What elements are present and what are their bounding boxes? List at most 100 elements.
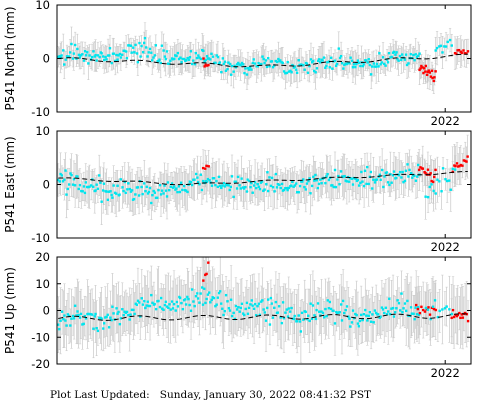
data-point-cyan — [351, 309, 355, 312]
data-point-red — [423, 67, 426, 70]
data-point-cyan — [252, 307, 256, 310]
data-point-cyan — [95, 326, 98, 330]
data-point-cyan — [70, 317, 73, 320]
data-point-cyan — [162, 192, 165, 195]
data-point-cyan — [333, 168, 337, 172]
data-point-cyan — [440, 190, 443, 193]
data-point-cyan — [140, 185, 143, 189]
data-point-red — [466, 50, 470, 53]
data-point-cyan — [143, 36, 147, 40]
data-point-cyan — [229, 298, 233, 301]
data-point-cyan — [448, 308, 451, 311]
data-point-cyan — [229, 73, 233, 76]
data-point-cyan — [311, 304, 315, 307]
data-point-cyan — [325, 64, 328, 68]
data-point-red — [454, 164, 457, 168]
data-point-cyan — [286, 60, 289, 64]
data-point-cyan — [164, 57, 167, 61]
data-point-cyan — [147, 304, 150, 308]
data-point-cyan — [345, 180, 349, 183]
data-point-cyan — [114, 59, 117, 63]
data-point-cyan — [291, 63, 294, 67]
data-point-cyan — [67, 314, 71, 318]
data-point-cyan — [366, 319, 369, 322]
x-tick-label: 2022 — [431, 114, 460, 128]
data-point-cyan — [64, 169, 67, 172]
data-point-cyan — [329, 307, 333, 311]
data-point-cyan — [290, 71, 293, 74]
data-point-cyan — [365, 165, 369, 169]
data-point-cyan — [214, 61, 217, 65]
data-point-cyan — [206, 293, 210, 296]
data-point-cyan — [189, 50, 193, 53]
data-point-cyan — [351, 66, 355, 69]
data-point-cyan — [127, 182, 130, 185]
data-point-cyan — [341, 299, 345, 303]
data-point-cyan — [147, 190, 151, 194]
data-point-cyan — [245, 301, 249, 305]
data-point-cyan — [379, 178, 382, 182]
data-point-cyan — [405, 63, 409, 67]
data-point-cyan — [345, 62, 348, 66]
data-point-cyan — [326, 299, 329, 302]
data-point-cyan — [386, 61, 390, 64]
data-point-cyan — [82, 322, 85, 326]
data-point-cyan — [140, 44, 143, 48]
data-point-cyan — [186, 295, 189, 299]
data-point-cyan — [160, 189, 164, 192]
data-point-cyan — [238, 184, 241, 187]
data-point-cyan — [396, 299, 399, 302]
data-point-cyan — [162, 308, 165, 312]
data-point-cyan — [228, 309, 232, 312]
data-point-cyan — [306, 317, 309, 321]
data-point-cyan — [312, 59, 315, 63]
data-point-cyan — [250, 181, 253, 185]
data-point-cyan — [145, 185, 148, 188]
data-point-cyan — [77, 53, 81, 57]
data-point-cyan — [176, 51, 180, 55]
data-point-cyan — [332, 185, 336, 189]
data-point-red — [458, 164, 461, 168]
data-point-cyan — [168, 62, 171, 66]
data-point-cyan — [227, 61, 230, 64]
data-point-cyan — [361, 318, 364, 322]
data-point-cyan — [443, 45, 446, 48]
data-point-cyan — [246, 67, 250, 70]
data-point-cyan — [274, 172, 278, 176]
data-point-cyan — [87, 312, 90, 316]
data-point-cyan — [112, 312, 115, 315]
data-point-cyan — [372, 321, 375, 324]
data-point-cyan — [370, 65, 374, 68]
data-point-cyan — [227, 307, 231, 310]
data-point-cyan — [177, 185, 181, 188]
data-point-cyan — [408, 168, 411, 172]
data-point-cyan — [254, 314, 258, 317]
data-point-cyan — [319, 61, 322, 64]
data-point-red — [202, 279, 205, 282]
data-point-cyan — [321, 311, 325, 315]
y-tick-label: 10 — [35, 124, 50, 138]
data-point-red — [207, 63, 210, 67]
data-point-cyan — [399, 309, 402, 312]
data-point-cyan — [109, 190, 112, 193]
data-point-cyan — [413, 317, 416, 321]
data-point-cyan — [244, 307, 247, 311]
data-point-red — [430, 69, 434, 72]
data-point-cyan — [270, 302, 273, 305]
data-point-cyan — [325, 314, 328, 318]
data-point-cyan — [381, 308, 385, 311]
data-point-red — [434, 168, 437, 172]
data-point-cyan — [214, 304, 217, 308]
data-point-cyan — [122, 189, 125, 193]
data-point-cyan — [190, 183, 194, 187]
y-tick-label: 20 — [35, 250, 50, 264]
data-point-cyan — [92, 50, 95, 53]
data-point-cyan — [267, 298, 270, 301]
data-point-cyan — [380, 168, 384, 172]
data-point-cyan — [132, 308, 135, 312]
data-point-cyan — [397, 174, 401, 177]
data-point-cyan — [256, 304, 259, 308]
data-point-cyan — [95, 59, 98, 62]
data-point-cyan — [424, 306, 428, 310]
data-point-cyan — [327, 307, 330, 310]
